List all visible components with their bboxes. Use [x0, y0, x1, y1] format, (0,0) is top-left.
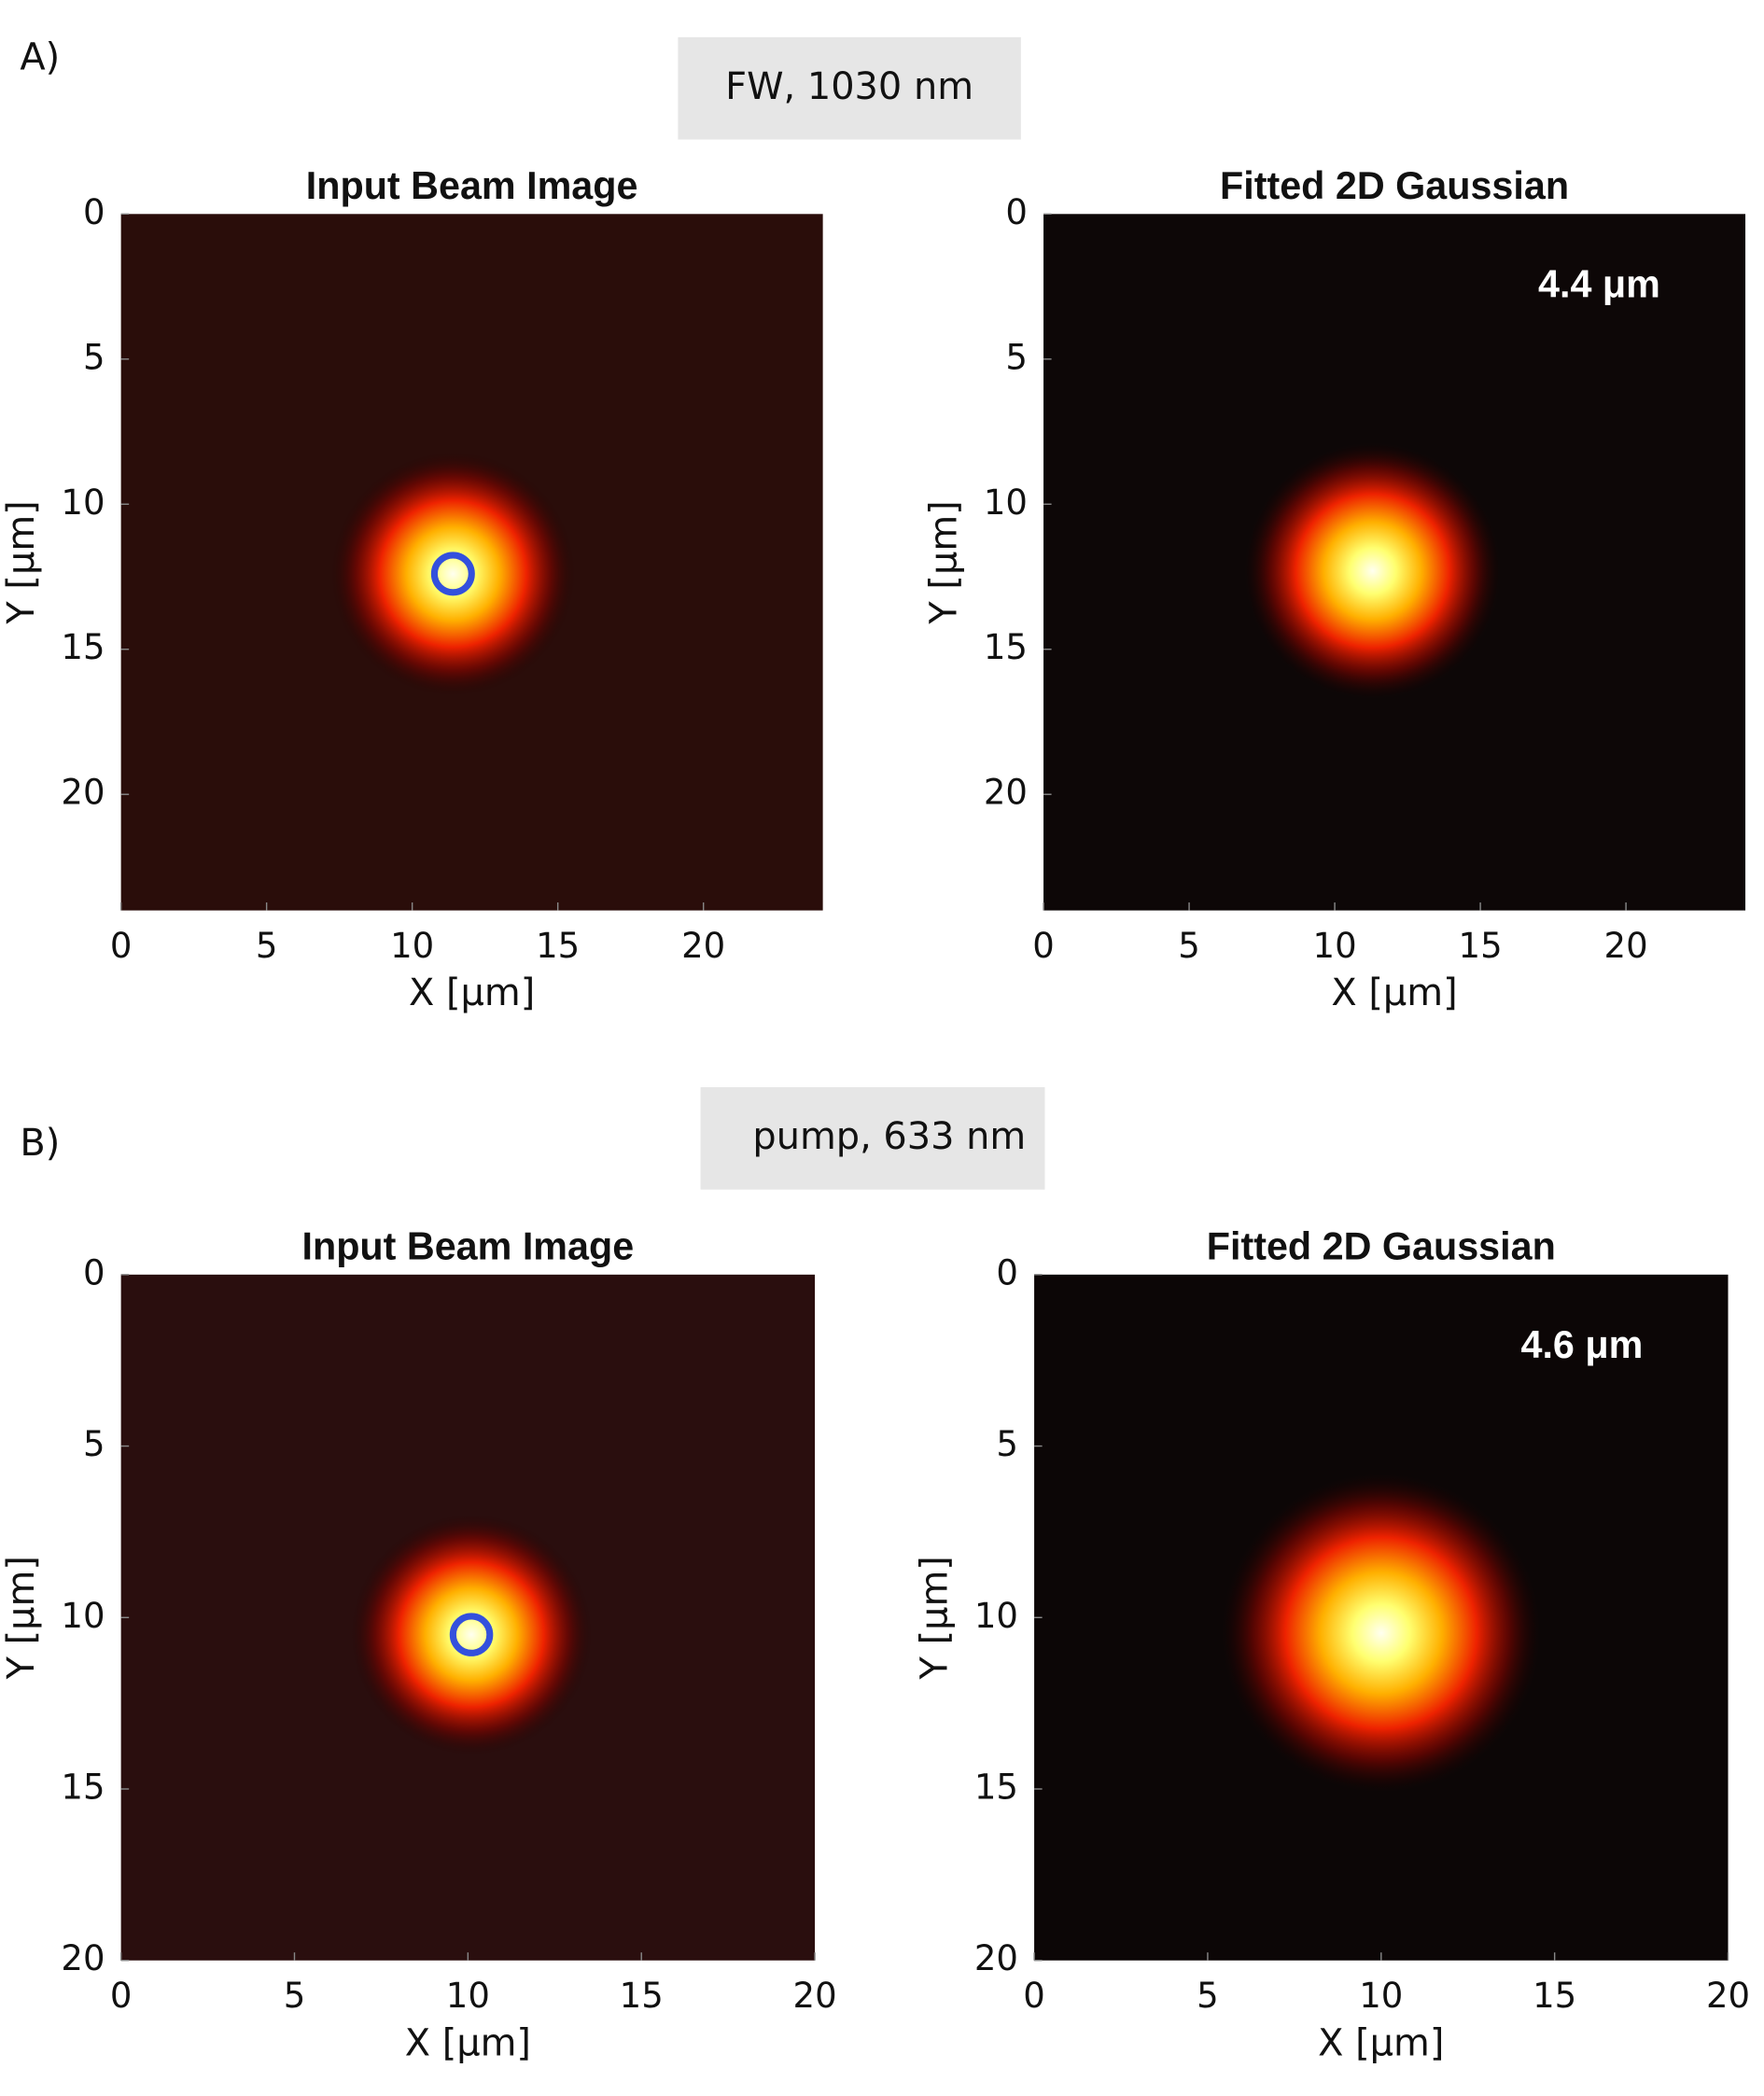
beam-spot: [1221, 1473, 1541, 1793]
x-tick-label: 10: [1359, 1976, 1403, 2016]
chart-title: Input Beam Image: [302, 1225, 635, 1268]
chart-title: Fitted 2D Gaussian: [1207, 1225, 1556, 1268]
y-tick-label: 5: [83, 1424, 105, 1464]
x-tick-label: 0: [1023, 1976, 1045, 2016]
chart-title: Fitted 2D Gaussian: [1220, 164, 1569, 207]
y-tick-label: 20: [61, 773, 105, 813]
panel-label: B): [20, 1122, 60, 1165]
x-tick-label: 5: [284, 1976, 306, 2016]
panel-label: A): [20, 36, 60, 79]
x-tick-label: 5: [1178, 926, 1200, 966]
x-axis-label: X [μm]: [1318, 2021, 1444, 2064]
x-tick-label: 10: [446, 1976, 490, 2016]
y-tick-label: 15: [984, 627, 1028, 667]
x-axis-label: X [μm]: [405, 2021, 531, 2064]
panel-header: FW, 1030 nm: [725, 65, 973, 108]
x-tick-label: 0: [110, 926, 133, 966]
beam-spot: [350, 1514, 593, 1756]
x-tick-label: 15: [536, 926, 580, 966]
center-marker: [449, 1613, 494, 1656]
x-tick-label: 5: [1197, 1976, 1219, 2016]
y-tick-label: 10: [974, 1596, 1018, 1636]
y-tick-label: 0: [83, 1252, 105, 1293]
y-axis-label: Y [μm]: [0, 1556, 43, 1680]
y-tick-label: 0: [996, 1252, 1018, 1293]
y-tick-label: 10: [984, 482, 1028, 523]
x-tick-label: 10: [1313, 926, 1357, 966]
y-tick-label: 20: [974, 1938, 1018, 1978]
y-tick-label: 15: [61, 627, 105, 667]
width-annotation: 4.6 μm: [1520, 1323, 1643, 1366]
y-tick-label: 0: [1005, 192, 1028, 232]
y-axis-label: Y [μm]: [923, 500, 966, 624]
beam-spot: [1244, 442, 1501, 700]
y-tick-label: 15: [61, 1768, 105, 1808]
x-tick-label: 15: [1459, 926, 1503, 966]
x-tick-label: 0: [1032, 926, 1055, 966]
chart-title: Input Beam Image: [306, 164, 638, 207]
x-tick-label: 20: [681, 926, 725, 966]
y-tick-label: 0: [83, 192, 105, 232]
x-tick-label: 15: [620, 1976, 664, 2016]
y-axis-label: Y [μm]: [914, 1556, 957, 1680]
beam-spot: [330, 451, 576, 696]
x-axis-label: X [μm]: [1331, 971, 1457, 1014]
x-axis-label: X [μm]: [409, 971, 535, 1014]
x-tick-label: 10: [390, 926, 434, 966]
y-tick-label: 20: [61, 1938, 105, 1978]
y-tick-label: 15: [974, 1768, 1018, 1808]
y-tick-label: 5: [1005, 337, 1028, 377]
x-tick-label: 20: [1706, 1976, 1750, 2016]
x-tick-label: 0: [110, 1976, 133, 2016]
width-annotation: 4.4 μm: [1538, 263, 1660, 306]
header-box: [678, 36, 1021, 140]
x-tick-label: 20: [1604, 926, 1648, 966]
x-tick-label: 5: [256, 926, 278, 966]
center-marker: [430, 552, 475, 596]
y-tick-label: 5: [83, 337, 105, 377]
panel-header: pump, 633 nm: [752, 1115, 1026, 1158]
header-box: [700, 1087, 1045, 1190]
y-tick-label: 5: [996, 1424, 1018, 1464]
x-tick-label: 20: [793, 1976, 837, 2016]
y-tick-label: 10: [61, 1596, 105, 1636]
y-axis-label: Y [μm]: [0, 500, 43, 624]
y-tick-label: 10: [61, 482, 105, 523]
y-tick-label: 20: [984, 773, 1028, 813]
x-tick-label: 15: [1533, 1976, 1576, 2016]
